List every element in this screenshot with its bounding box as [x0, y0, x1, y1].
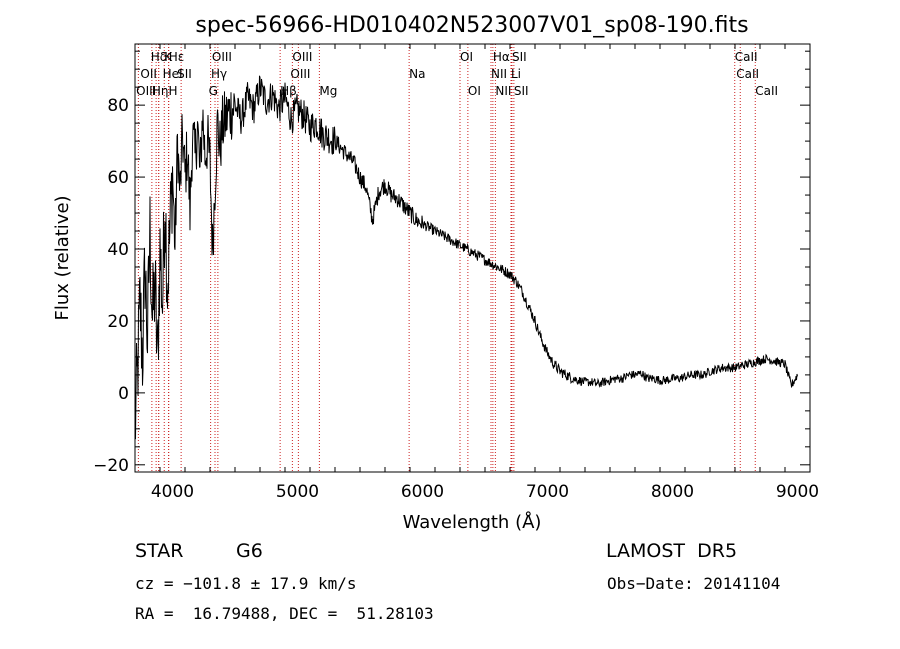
x-axis-ticks: 4000 5000 6000 7000 8000 9000 [134, 44, 819, 502]
line-marker-label: OIII [212, 50, 232, 64]
object-class: STAR [135, 540, 184, 562]
line-marker-label: Na [409, 67, 425, 81]
y-tick-label: 0 [118, 384, 129, 404]
line-marker-label: OI [460, 50, 473, 64]
survey-release: LAMOST DR5 [606, 540, 738, 562]
line-marker-label: SII [514, 84, 529, 98]
y-axis-label: Flux (relative) [52, 195, 73, 320]
coordinates: RA = 16.79488, DEC = 51.28103 [135, 604, 434, 623]
line-marker-label: Hη [152, 84, 169, 98]
x-tick-label: 4000 [151, 482, 194, 502]
line-marker-label: G [209, 84, 218, 98]
line-marker-label: OIII [136, 84, 156, 98]
plot-frame [134, 43, 811, 473]
line-marker-label: CaII [736, 67, 759, 81]
line-marker-label: Hγ [211, 67, 227, 81]
line-marker-label: Li [511, 67, 521, 81]
line-marker-label: H [169, 84, 178, 98]
y-tick-label: 60 [107, 168, 129, 188]
line-marker-label: OI [468, 84, 481, 98]
x-axis-label: Wavelength (Å) [403, 511, 542, 533]
line-marker-label: Hε [169, 50, 185, 64]
emission-line-markers [137, 44, 756, 472]
line-marker-label: CaII [755, 84, 778, 98]
line-marker-label: SII [177, 67, 192, 81]
y-tick-label: 20 [107, 312, 129, 332]
line-marker-label: Hα [493, 50, 510, 64]
object-subclass: G6 [236, 540, 263, 562]
x-tick-label: 9000 [776, 482, 819, 502]
line-marker-label: CaII [735, 50, 758, 64]
spectrum-line [134, 75, 798, 440]
line-marker-label: OII [140, 67, 157, 81]
line-marker-label: SII [512, 50, 527, 64]
observation-date: Obs−Date: 20141104 [607, 574, 781, 593]
x-tick-label: 6000 [401, 482, 444, 502]
line-marker-label: OIII [292, 50, 312, 64]
y-tick-label: 40 [107, 240, 129, 260]
y-axis-ticks: −20 0 20 40 60 80 [93, 50, 810, 476]
line-marker-label: Hδ [151, 50, 167, 64]
x-tick-label: 5000 [276, 482, 319, 502]
y-tick-label: 80 [107, 96, 129, 116]
line-marker-label: K [164, 50, 173, 64]
x-tick-label: 7000 [526, 482, 569, 502]
line-marker-label: NII [495, 84, 511, 98]
chart-title: spec-56966-HD010402N523007V01_sp08-190.f… [195, 13, 748, 38]
y-tick-label: −20 [93, 456, 129, 476]
line-marker-label: NII [491, 67, 507, 81]
line-marker-label: HeI [163, 67, 183, 81]
x-tick-label: 8000 [651, 482, 694, 502]
line-marker-label: Mg [319, 84, 337, 98]
line-marker-label: OIII [290, 67, 310, 81]
redshift-velocity: cz = −101.8 ± 17.9 km/s [135, 574, 357, 593]
